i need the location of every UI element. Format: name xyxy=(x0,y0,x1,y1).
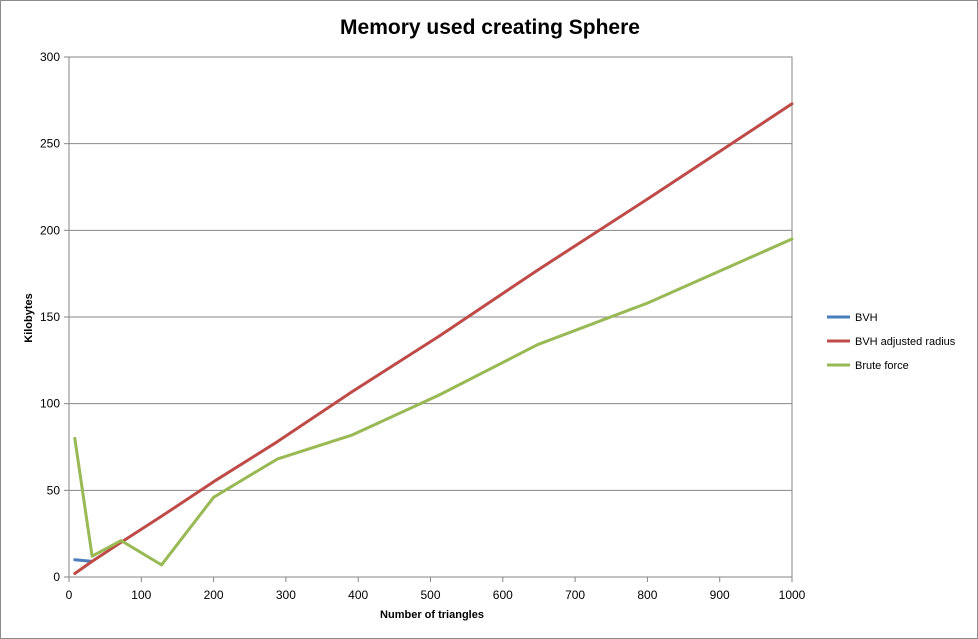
x-tick-label: 900 xyxy=(710,588,730,602)
x-tick-label: 1000 xyxy=(779,588,806,602)
series-line-2 xyxy=(73,237,794,567)
gridlines xyxy=(69,56,792,491)
y-tick-label: 50 xyxy=(47,483,61,497)
x-tick-label: 400 xyxy=(348,588,368,602)
legend-label: BVH xyxy=(855,312,878,324)
x-axis: 0 100 200 300 400 500 600 700 800 900 1000 xyxy=(66,577,806,602)
x-tick-label: 700 xyxy=(565,588,585,602)
chart-title: Memory used creating Sphere xyxy=(340,16,640,39)
y-axis: 0 50 100 150 200 250 300 xyxy=(40,50,69,584)
y-axis-label: Kilobytes xyxy=(23,293,35,343)
x-tick-label: 100 xyxy=(131,588,151,602)
x-tick-label: 500 xyxy=(420,588,440,602)
y-tick-label: 300 xyxy=(40,50,60,64)
y-tick-label: 200 xyxy=(40,223,60,237)
series-line-1 xyxy=(73,102,794,575)
x-axis-label: Number of triangles xyxy=(380,609,484,621)
legend-label: BVH adjusted radius xyxy=(855,336,956,348)
legend: BVH BVH adjusted radius Brute force xyxy=(827,312,956,372)
x-tick-label: 200 xyxy=(204,588,224,602)
y-tick-label: 150 xyxy=(40,310,60,324)
x-tick-label: 800 xyxy=(637,588,657,602)
x-tick-label: 0 xyxy=(66,588,73,602)
x-tick-label: 300 xyxy=(276,588,296,602)
y-tick-label: 250 xyxy=(40,137,60,151)
y-tick-label: 0 xyxy=(53,570,60,584)
series-lines xyxy=(73,102,794,575)
y-tick-label: 100 xyxy=(40,397,60,411)
legend-label: Brute force xyxy=(855,360,909,372)
x-tick-label: 600 xyxy=(493,588,513,602)
series-line-0 xyxy=(73,558,94,563)
